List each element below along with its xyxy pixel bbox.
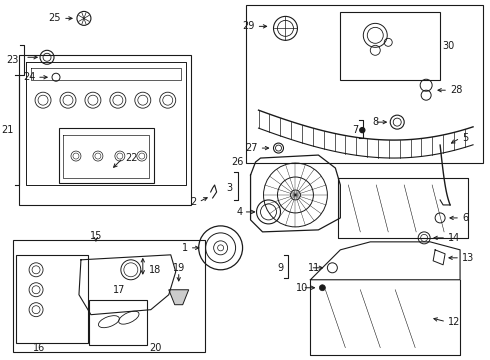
Text: 5: 5 <box>462 133 468 143</box>
Text: 10: 10 <box>295 283 308 293</box>
Text: 23: 23 <box>7 55 19 65</box>
Bar <box>13 240 205 352</box>
Text: 12: 12 <box>448 317 461 327</box>
Text: 28: 28 <box>450 85 463 95</box>
Text: 2: 2 <box>191 197 196 207</box>
Polygon shape <box>169 290 189 305</box>
Bar <box>245 5 483 163</box>
Bar <box>341 12 440 80</box>
Text: 22: 22 <box>125 153 137 163</box>
Text: 6: 6 <box>462 213 468 223</box>
Text: 1: 1 <box>182 243 188 253</box>
Text: 14: 14 <box>448 233 460 243</box>
Text: 17: 17 <box>113 285 125 295</box>
Text: 8: 8 <box>372 117 378 127</box>
Text: 19: 19 <box>172 263 185 273</box>
Text: 7: 7 <box>352 125 358 135</box>
Text: 16: 16 <box>33 343 45 352</box>
Text: 3: 3 <box>226 183 233 193</box>
Text: 25: 25 <box>49 13 61 23</box>
Text: 13: 13 <box>462 253 474 263</box>
Text: 21: 21 <box>2 125 14 135</box>
Bar <box>19 55 191 205</box>
Bar <box>16 255 88 343</box>
Text: 30: 30 <box>442 41 454 51</box>
Circle shape <box>360 128 365 132</box>
Text: 27: 27 <box>245 143 258 153</box>
Text: 24: 24 <box>24 72 36 82</box>
Text: 18: 18 <box>149 265 161 275</box>
Text: 20: 20 <box>149 343 161 352</box>
Circle shape <box>319 285 325 291</box>
Bar <box>89 300 147 345</box>
Text: 11: 11 <box>308 263 320 273</box>
Text: 9: 9 <box>277 263 284 273</box>
Text: 26: 26 <box>231 157 244 167</box>
Bar <box>59 128 154 183</box>
Text: 15: 15 <box>90 231 102 241</box>
Text: 4: 4 <box>237 207 243 217</box>
Text: 29: 29 <box>242 21 254 31</box>
